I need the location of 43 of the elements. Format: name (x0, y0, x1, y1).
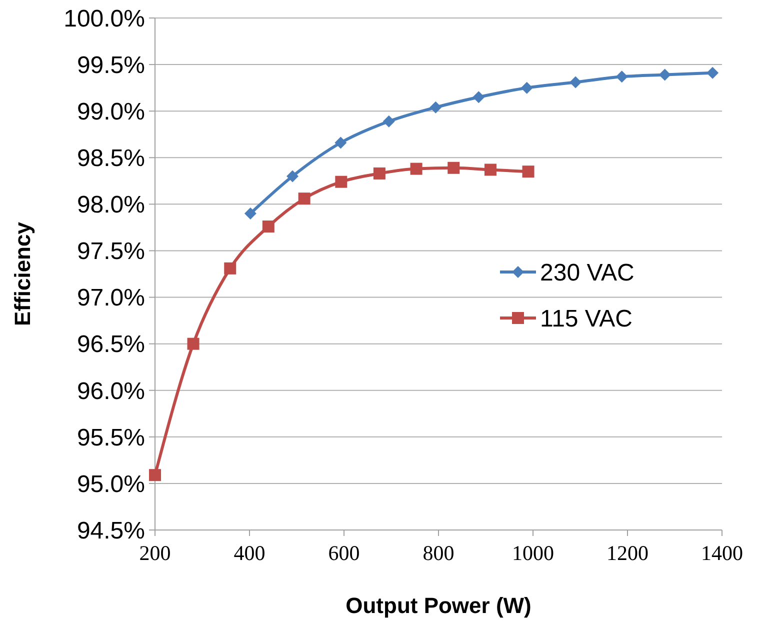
point (448, 162, 460, 174)
y-tick-label: 96.5% (76, 331, 145, 358)
point (410, 162, 422, 175)
x-tick-label: 800 (422, 541, 454, 565)
point (706, 66, 719, 79)
point (298, 192, 310, 205)
point (334, 136, 347, 149)
y-tick-label: 95.0% (76, 470, 145, 498)
point (149, 469, 161, 482)
y-tick-label: 99.5% (76, 52, 145, 79)
x-tick-label: 600 (328, 541, 360, 565)
y-tick-label: 97.5% (76, 238, 145, 266)
point (522, 166, 534, 178)
point (472, 91, 485, 104)
point (224, 262, 236, 274)
legend-label: 230 VAC (540, 259, 634, 286)
y-tick-label: 99.0% (76, 98, 145, 126)
y-tick-label: 98.5% (76, 145, 145, 172)
y-tick-label: 96.0% (76, 378, 145, 405)
point (262, 220, 274, 233)
point (335, 176, 348, 188)
point (484, 164, 496, 176)
x-tick-label: 400 (234, 541, 266, 565)
point (286, 170, 298, 182)
point (373, 167, 386, 180)
y-tick-label: 95.5% (76, 424, 145, 452)
x-tick-label: 1000 (512, 541, 554, 565)
x-tick-label: 1400 (701, 541, 743, 565)
x-axis-title: Output Power (W) (346, 593, 532, 618)
point (570, 76, 582, 88)
point (187, 338, 200, 350)
y-tick-label: 97.0% (76, 284, 145, 312)
point (616, 70, 628, 83)
point (658, 68, 671, 81)
x-tick-label: 1200 (606, 541, 648, 565)
y-axis-title: Efficiency (10, 221, 35, 326)
point (430, 101, 442, 114)
point (520, 82, 533, 94)
point (244, 207, 256, 220)
y-tick-label: 100.0% (64, 5, 145, 32)
point (382, 115, 395, 128)
legend-label: 115 VAC (540, 305, 632, 332)
y-tick-label: 98.0% (76, 192, 145, 219)
